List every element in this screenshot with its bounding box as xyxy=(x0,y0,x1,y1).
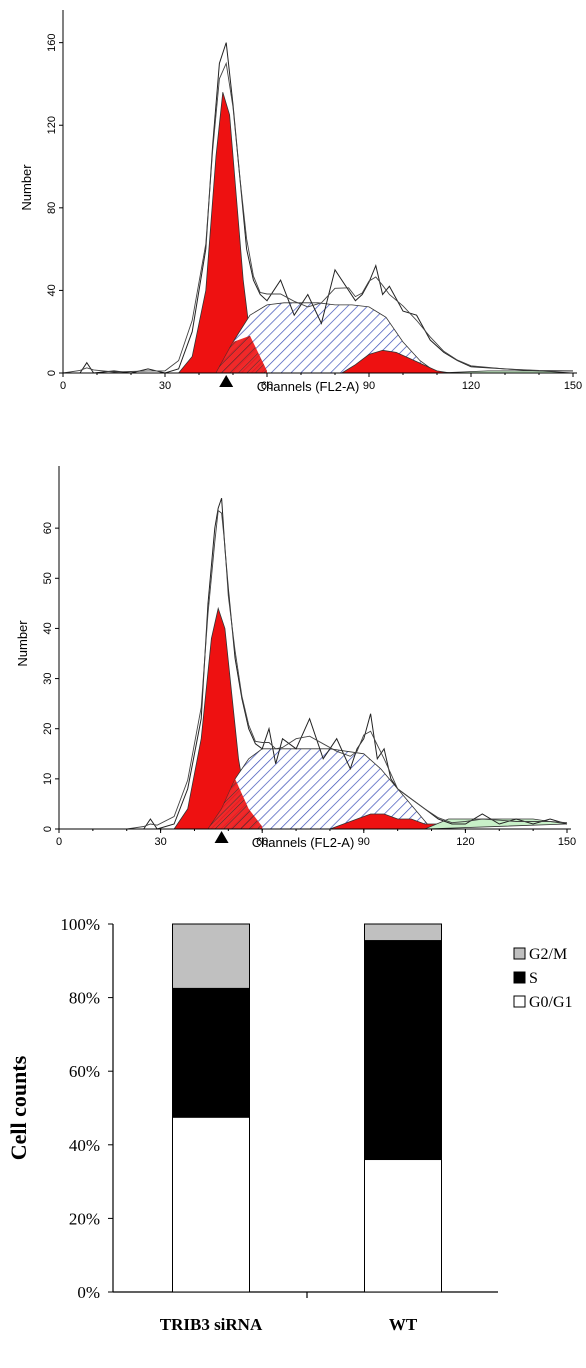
histogram-2-peak-1 xyxy=(207,748,433,830)
bar-segment-g0-g1 xyxy=(364,1159,442,1293)
histogram-1-x-tick-label: 90 xyxy=(363,380,375,392)
legend-swatch xyxy=(513,971,526,984)
histogram-1-raw-line xyxy=(63,42,573,374)
stacked-bar-panel: 0% 20% 40% 60% 80% 100% Cell counts TRIB3 siRNA… xyxy=(6,915,573,1334)
bar-segment-g2-m xyxy=(172,923,250,989)
histogram-2-y-tick-label: 50 xyxy=(42,572,54,584)
histogram-1-y-tick-label: 120 xyxy=(46,116,58,134)
histogram-2-x-axis-label: Channels (FL2-A) xyxy=(252,835,355,850)
histogram-2-x-tick-label: 30 xyxy=(154,836,166,848)
bar-category-label: WT xyxy=(389,1315,418,1334)
histogram-2-y-axis-label: Number xyxy=(15,620,30,667)
histogram-1-y-axis-label: Number xyxy=(19,164,34,211)
legend-swatch xyxy=(513,947,526,960)
bar-segment-s xyxy=(364,940,442,1161)
legend-swatch xyxy=(513,995,526,1008)
histogram-1-overlap-hatch xyxy=(216,335,267,373)
histogram-1-peak-2 xyxy=(340,349,451,374)
histogram-2-y-tick-label: 30 xyxy=(42,672,54,684)
histogram-2-x-tick-label: 120 xyxy=(456,836,474,848)
histogram-1-x-tick-label: 120 xyxy=(462,380,480,392)
legend-label: S xyxy=(529,970,538,987)
bar-category-label: TRIB3 siRNA xyxy=(160,1315,263,1334)
histogram-panel-1: 0 30 60 90 120 150 0 40 80 120 160 Channels (FL2-A)… xyxy=(19,10,582,394)
histogram-2-x-tick-label: 90 xyxy=(358,836,370,848)
bar-y-tick-label: 60% xyxy=(69,1062,100,1081)
bar-y-tick-label: 40% xyxy=(69,1136,100,1155)
bar-y-tick-label: 0% xyxy=(77,1283,100,1302)
bar-segment-s xyxy=(172,987,250,1118)
histogram-2-y-tick-label: 20 xyxy=(42,723,54,735)
histogram-1-x-axis-label: Channels (FL2-A) xyxy=(257,379,360,394)
bar-y-axis-label: Cell counts xyxy=(6,1055,31,1160)
histogram-1-x-tick-label: 60 xyxy=(261,380,273,392)
histogram-1-y-tick-label: 0 xyxy=(46,370,58,376)
histogram-1-fit-line xyxy=(62,61,574,374)
histogram-2-x-tick-label: 60 xyxy=(256,836,268,848)
bar-segment-g2-m xyxy=(364,923,442,942)
histogram-2-y-tick-label: 10 xyxy=(42,773,54,785)
histogram-1-marker-triangle xyxy=(219,375,234,387)
histogram-2-y-tick-label: 0 xyxy=(42,826,54,832)
histogram-1-x-tick-label: 30 xyxy=(159,380,171,392)
histogram-2-y-tick-label: 40 xyxy=(42,622,54,634)
histogram-1-y-tick-label: 80 xyxy=(46,202,58,214)
bar-y-tick-label: 100% xyxy=(60,915,100,934)
bar-segment-g0-g1 xyxy=(172,1116,250,1293)
legend-label: G2/M xyxy=(529,946,567,963)
histogram-1-x-tick-label: 150 xyxy=(564,380,582,392)
histogram-2-y-tick-label: 60 xyxy=(42,522,54,534)
histogram-2-x-tick-label: 150 xyxy=(558,836,576,848)
histogram-2-x-tick-label: 0 xyxy=(56,836,62,848)
bar-y-tick-label: 80% xyxy=(69,989,100,1008)
histogram-2-fit-line xyxy=(59,509,568,830)
histogram-1-x-tick-label: 0 xyxy=(60,380,66,392)
histogram-1-y-tick-label: 40 xyxy=(46,284,58,296)
histogram-2-overlap-hatch xyxy=(208,778,263,829)
histogram-2-marker-triangle xyxy=(214,831,229,843)
histogram-1-y-tick-label: 160 xyxy=(46,33,58,51)
legend-label: G0/G1 xyxy=(529,994,573,1011)
bar-y-tick-label: 20% xyxy=(69,1209,100,1228)
